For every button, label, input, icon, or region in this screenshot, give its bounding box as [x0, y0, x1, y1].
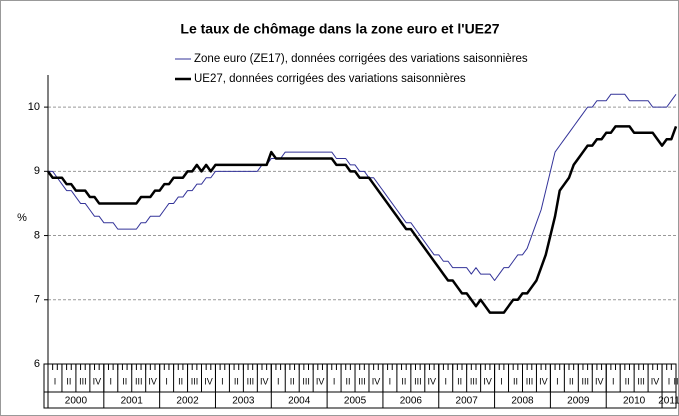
year-label: 2001 — [121, 396, 144, 407]
x-tick-label: IV — [539, 376, 548, 386]
x-tick-label: II — [673, 376, 678, 386]
x-tick-label: IV — [372, 376, 381, 386]
x-tick-label: IV — [148, 376, 157, 386]
x-tick-label: I — [500, 376, 503, 386]
x-tick-label: II — [178, 376, 183, 386]
x-tick-label: I — [556, 376, 559, 386]
year-label: 2002 — [176, 396, 199, 407]
y-tick-label: 10 — [28, 101, 40, 113]
year-label: 2008 — [511, 396, 534, 407]
x-tick-label: III — [358, 376, 366, 386]
x-tick-label: II — [66, 376, 71, 386]
x-tick-label: II — [513, 376, 518, 386]
x-tick-label: I — [389, 376, 392, 386]
x-tick-label: I — [110, 376, 113, 386]
x-tick-label: II — [122, 376, 127, 386]
year-label: 2005 — [344, 396, 367, 407]
x-tick-label: III — [582, 376, 590, 386]
year-label: 2003 — [232, 396, 255, 407]
year-label: 2010 — [623, 396, 646, 407]
year-label: 2009 — [567, 396, 590, 407]
x-tick-label: II — [346, 376, 351, 386]
year-label: 2000 — [65, 396, 88, 407]
x-tick-label: III — [526, 376, 534, 386]
x-tick-label: III — [302, 376, 310, 386]
x-tick-label: III — [247, 376, 255, 386]
x-tick-label: IV — [595, 376, 604, 386]
x-tick-label: III — [470, 376, 478, 386]
year-label: 2004 — [288, 396, 311, 407]
x-tick-label: IV — [260, 376, 269, 386]
x-tick-label: I — [221, 376, 224, 386]
y-tick-label: 6 — [34, 358, 40, 370]
x-tick-label: IV — [204, 376, 213, 386]
x-tick-label: III — [191, 376, 199, 386]
x-tick-label: I — [612, 376, 615, 386]
x-tick-label: II — [401, 376, 406, 386]
x-tick-label: II — [290, 376, 295, 386]
legend-label: Zone euro (ZE17), données corrigées des … — [194, 53, 528, 65]
x-tick-label: III — [79, 376, 87, 386]
x-tick-label: I — [668, 376, 671, 386]
x-tick-label: II — [234, 376, 239, 386]
x-tick-label: III — [135, 376, 143, 386]
x-tick-label: I — [54, 376, 57, 386]
series-line — [46, 125, 678, 314]
x-tick-label: I — [165, 376, 168, 386]
x-tick-label: IV — [483, 376, 492, 386]
y-axis-label: % — [17, 212, 27, 224]
x-tick-label: IV — [651, 376, 660, 386]
x-tick-label: III — [414, 376, 422, 386]
series-line — [48, 93, 677, 282]
y-tick-label: 8 — [34, 229, 40, 241]
y-tick-label: 9 — [34, 165, 40, 177]
year-label: 2011 — [658, 396, 679, 407]
x-tick-label: IV — [428, 376, 437, 386]
legend-label: UE27, données corrigées des variations s… — [194, 73, 466, 85]
x-tick-label: IV — [316, 376, 325, 386]
x-tick-label: II — [457, 376, 462, 386]
x-tick-label: I — [333, 376, 336, 386]
year-label: 2006 — [400, 396, 423, 407]
x-tick-label: I — [277, 376, 280, 386]
x-tick-label: I — [444, 376, 447, 386]
y-tick-label: 7 — [34, 294, 40, 306]
year-label: 2007 — [456, 396, 479, 407]
x-tick-label: IV — [93, 376, 102, 386]
x-tick-label: II — [569, 376, 574, 386]
x-tick-label: II — [625, 376, 630, 386]
x-tick-label: III — [637, 376, 645, 386]
chart-title: Le taux de chômage dans la zone euro et … — [180, 21, 499, 37]
